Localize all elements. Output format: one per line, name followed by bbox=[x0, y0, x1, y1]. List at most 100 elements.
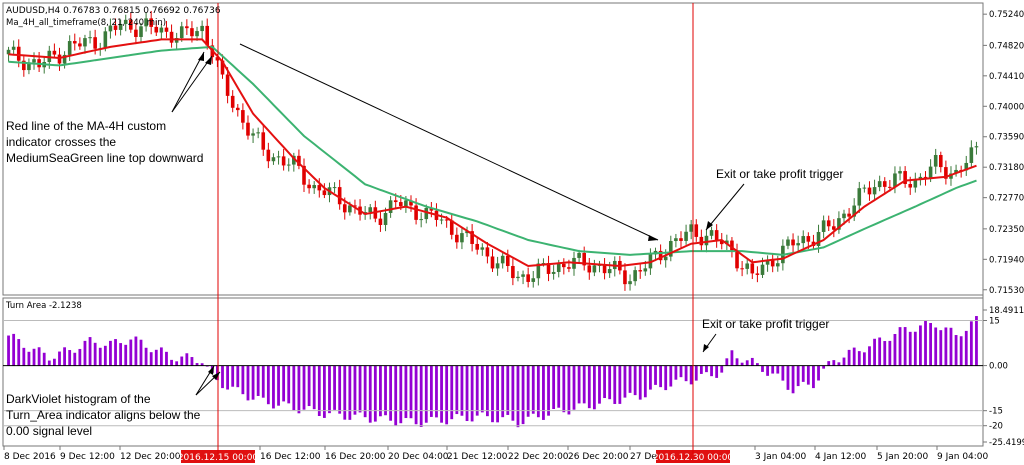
histogram-bar bbox=[22, 347, 26, 366]
histogram-bar bbox=[501, 365, 505, 418]
histogram-bar bbox=[924, 320, 927, 366]
histogram-bar bbox=[78, 348, 82, 366]
candle-body bbox=[200, 25, 204, 32]
level-label: -15 bbox=[989, 407, 1003, 417]
histogram-bar bbox=[674, 365, 678, 380]
histogram-bar bbox=[679, 365, 683, 378]
candle-body bbox=[251, 133, 255, 136]
candle-body bbox=[348, 205, 352, 213]
arrowhead-7 bbox=[212, 372, 220, 380]
time-tick-label: 26 Dec 20:00 bbox=[568, 452, 629, 462]
histogram-bar bbox=[261, 365, 265, 398]
candle-body bbox=[694, 224, 699, 237]
candle-body bbox=[424, 207, 429, 220]
histogram-bar bbox=[200, 363, 204, 366]
histogram-bar bbox=[893, 333, 897, 366]
candle-body bbox=[266, 149, 271, 162]
histogram-bar bbox=[190, 357, 194, 366]
histogram-bar bbox=[868, 346, 871, 366]
histogram-bar bbox=[883, 341, 887, 366]
price-tick-label: 0.74000 bbox=[989, 102, 1024, 112]
candle-body bbox=[704, 235, 709, 246]
histogram-bar bbox=[582, 365, 586, 404]
level-label: -25.4199 bbox=[989, 438, 1024, 448]
histogram-bar bbox=[373, 365, 377, 422]
candle-body bbox=[964, 162, 969, 171]
price-tick-label: 0.73180 bbox=[989, 163, 1024, 173]
candle-body bbox=[190, 28, 194, 37]
candle-body bbox=[709, 230, 714, 236]
histogram-bar bbox=[542, 365, 545, 420]
candle-body bbox=[898, 171, 902, 174]
candle-body bbox=[938, 154, 943, 168]
cross-annotation-line-1: Red line of the MA-4H custom bbox=[6, 119, 166, 133]
histogram-bar bbox=[17, 339, 21, 366]
histogram-bar bbox=[623, 365, 627, 398]
histogram-bar bbox=[47, 360, 51, 366]
histogram-bar bbox=[572, 365, 576, 410]
candle-body bbox=[444, 219, 449, 221]
histogram-bar bbox=[68, 350, 72, 366]
histogram-bar bbox=[348, 365, 352, 420]
histogram-bar bbox=[429, 365, 433, 417]
histogram-bar bbox=[526, 365, 530, 417]
candle-body bbox=[27, 62, 31, 71]
histogram-bar bbox=[297, 365, 301, 414]
histogram-bar bbox=[114, 339, 117, 366]
candle-body bbox=[531, 278, 536, 282]
candle-body bbox=[511, 266, 515, 279]
candle-body bbox=[903, 171, 907, 185]
candle-body bbox=[195, 31, 199, 37]
histogram-bar bbox=[317, 365, 321, 416]
histogram-bar bbox=[939, 330, 943, 366]
level-label: 18.4911 bbox=[989, 306, 1024, 316]
candle-body bbox=[765, 259, 770, 265]
histogram-bar bbox=[307, 365, 311, 407]
time-axis: 8 Dec 2016 9 Dec 12:00 12 Dec 20:00 16 Dec … bbox=[3, 445, 989, 463]
histogram-bar bbox=[144, 347, 148, 366]
candle-body bbox=[658, 250, 663, 261]
histogram-bar bbox=[857, 351, 861, 366]
candle-body bbox=[179, 26, 184, 39]
histogram-bar bbox=[338, 365, 342, 414]
histogram-bar bbox=[557, 365, 561, 408]
histogram-bar bbox=[654, 365, 657, 385]
histogram-bar bbox=[231, 365, 235, 387]
candle-body bbox=[414, 205, 418, 220]
time-tick-label: 22 Dec 20:00 bbox=[508, 452, 569, 462]
histogram-bar bbox=[618, 365, 622, 404]
candle-body bbox=[826, 220, 831, 227]
candle-body bbox=[806, 236, 811, 242]
exit-time-marker-label: 2016.12.30 00:00 bbox=[653, 453, 734, 463]
candle-body bbox=[429, 207, 434, 211]
time-tick-label: 4 Jan 12:00 bbox=[815, 452, 867, 462]
arrowhead-6 bbox=[208, 366, 214, 375]
candle-body bbox=[460, 233, 464, 243]
candle-body bbox=[118, 23, 123, 30]
candle-body bbox=[317, 185, 322, 191]
symbol-info-label: AUDUSD,H4 0.76783 0.76815 0.76692 0.7673… bbox=[6, 6, 221, 16]
candle-body bbox=[684, 231, 688, 241]
level-label: 15 bbox=[989, 316, 1000, 326]
candle-body bbox=[832, 226, 836, 230]
candle-body bbox=[699, 236, 704, 246]
candle-body bbox=[246, 122, 250, 136]
histogram-bar bbox=[832, 360, 836, 366]
histogram-bar bbox=[124, 344, 128, 366]
arrow-cross-1 bbox=[171, 51, 205, 113]
candle-body bbox=[974, 146, 979, 148]
time-tick-label: 9 Jan 04:00 bbox=[937, 452, 989, 462]
histogram-bar bbox=[817, 365, 820, 381]
candle-body bbox=[490, 256, 495, 269]
histogram-bar bbox=[852, 347, 856, 366]
candle-body bbox=[297, 155, 301, 166]
exit-time-marker-bg bbox=[656, 450, 730, 463]
candle-body bbox=[485, 247, 490, 257]
histogram-bar bbox=[119, 343, 123, 366]
arrowhead-5 bbox=[703, 344, 709, 352]
candle-body bbox=[16, 46, 21, 61]
histogram-bar bbox=[873, 338, 876, 366]
histogram-bar bbox=[547, 365, 550, 416]
histogram-bar bbox=[577, 365, 581, 404]
candle-body bbox=[862, 187, 867, 189]
